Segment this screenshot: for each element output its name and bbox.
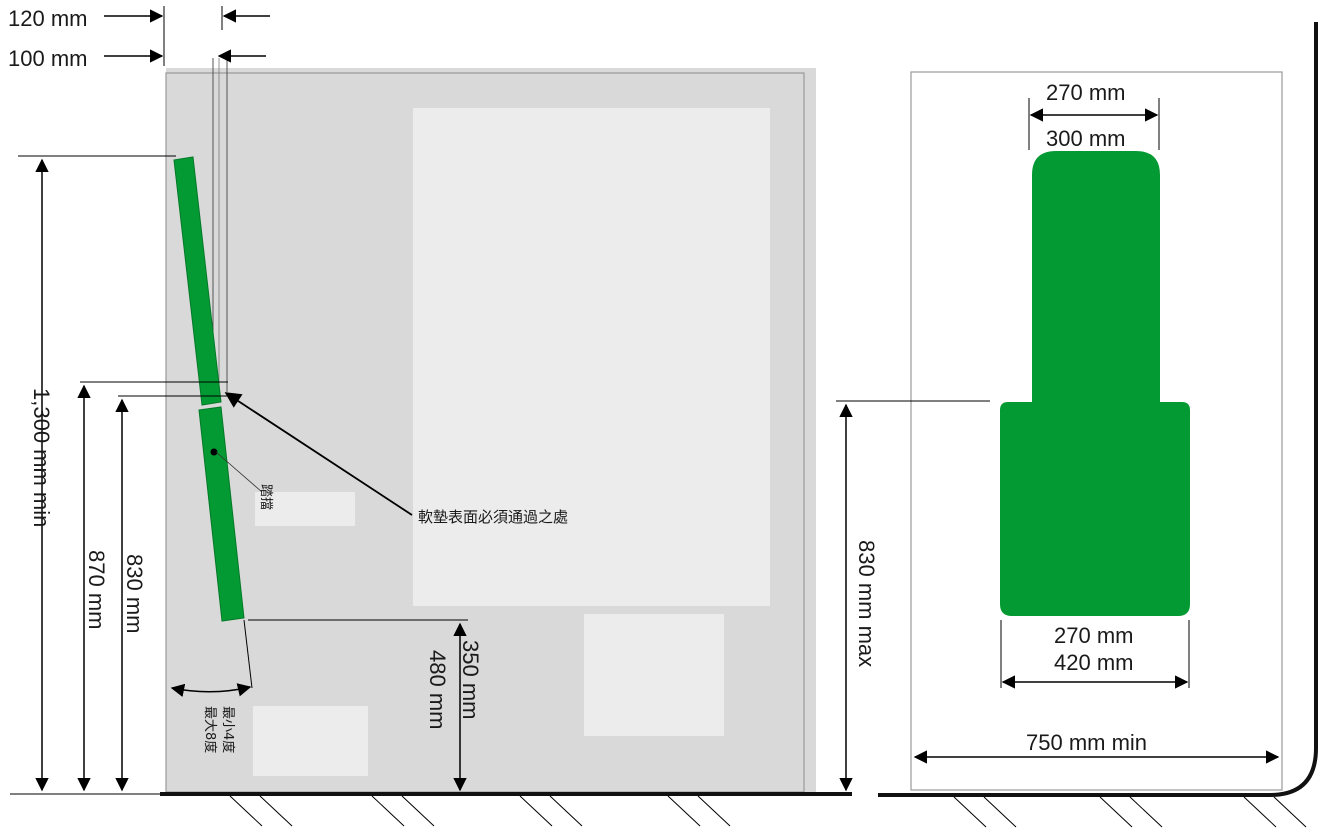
label-box-hinge [255, 492, 355, 526]
label-870mm: 870 mm [84, 550, 109, 629]
ground-line-right [878, 22, 1318, 797]
ground-hatch-right [953, 796, 1307, 828]
angle-arc [170, 683, 252, 697]
angle-max-label: 最大8度 [202, 706, 218, 753]
front-view-frame [910, 71, 1283, 791]
label-top-270mm: 270 mm [1046, 80, 1125, 105]
label-480mm: 480 mm [425, 650, 450, 729]
front-pad-shape [1000, 151, 1190, 616]
inclined-pad [173, 156, 245, 622]
ground-hatch-left [229, 795, 731, 827]
label-top-300mm: 300 mm [1046, 126, 1125, 151]
hinge-label: 踏擋 [258, 484, 273, 510]
angle-ref-line [243, 619, 253, 689]
label-box-angle [253, 706, 368, 776]
label-bottom-270mm: 270 mm [1054, 623, 1133, 648]
pad-upper-segment [173, 156, 222, 406]
pad-lower-segment [198, 406, 245, 622]
angle-min-label: 最小4度 [220, 706, 236, 753]
side-view-panel [165, 68, 816, 794]
label-bottom-420mm: 420 mm [1054, 650, 1133, 675]
label-1300mm: 1,300 mm min [29, 388, 54, 527]
label-100mm: 100 mm [8, 46, 87, 71]
surface-pointer [224, 392, 413, 516]
highlight-block-large [413, 108, 770, 606]
hinge-dot [210, 448, 218, 456]
front-pad [1000, 151, 1190, 616]
label-350mm: 350 mm [458, 640, 483, 719]
surface-note: 軟墊表面必須通過之處 [418, 508, 568, 526]
label-750mm-min: 750 mm min [1026, 730, 1147, 755]
label-120mm: 120 mm [8, 6, 87, 31]
label-830mm-max: 830 mm max [854, 540, 879, 667]
highlight-block-small [584, 614, 724, 736]
label-830mm: 830 mm [122, 554, 147, 633]
hinge-leader [215, 451, 263, 493]
